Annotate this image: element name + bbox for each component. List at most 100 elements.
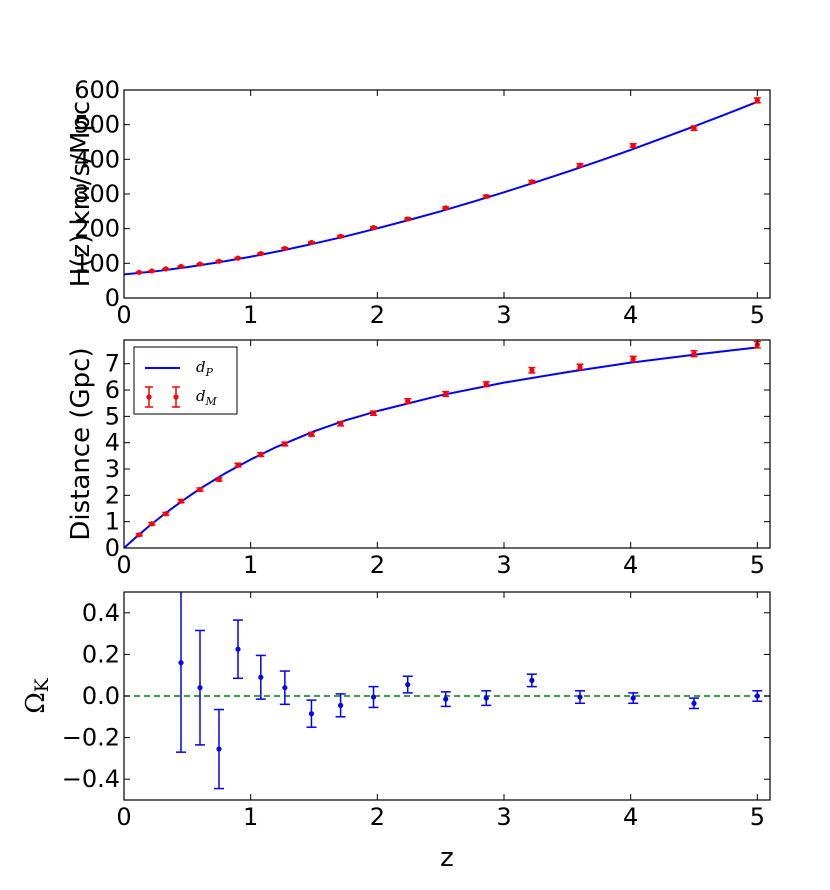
axes-frame bbox=[123, 89, 771, 299]
x-tick-label: 5 bbox=[750, 803, 765, 831]
legend-label-d-m-base: d bbox=[196, 387, 206, 405]
data-point bbox=[177, 498, 185, 504]
marker bbox=[178, 660, 184, 666]
data-point bbox=[440, 691, 451, 708]
marker bbox=[754, 97, 760, 103]
data-point bbox=[689, 697, 699, 710]
plot-area bbox=[124, 97, 761, 276]
marker bbox=[197, 486, 203, 493]
y-tick-label: 6 bbox=[105, 376, 120, 404]
y-tick-label: 300 bbox=[74, 180, 120, 208]
marker bbox=[370, 410, 377, 416]
data-point bbox=[255, 654, 266, 700]
y-tick-label: 0.0 bbox=[82, 682, 120, 710]
data-point bbox=[257, 451, 265, 458]
y-axis-label-subscript: K bbox=[32, 677, 53, 692]
marker bbox=[691, 125, 697, 131]
marker bbox=[258, 251, 264, 257]
data-point bbox=[370, 225, 378, 231]
marker bbox=[405, 398, 411, 404]
x-tick-label: 4 bbox=[623, 551, 638, 579]
marker bbox=[163, 266, 169, 272]
data-point bbox=[148, 521, 156, 527]
d-p-line bbox=[124, 346, 758, 548]
y-tick-label: 0 bbox=[105, 284, 120, 312]
y-tick-label: 1 bbox=[105, 508, 120, 536]
legend-box bbox=[133, 346, 238, 415]
data-point bbox=[307, 431, 315, 437]
axes-frame bbox=[123, 339, 771, 549]
data-point bbox=[148, 268, 156, 274]
x-tick-label: 3 bbox=[496, 551, 511, 579]
marker bbox=[235, 255, 241, 261]
data-point bbox=[442, 205, 450, 211]
marker bbox=[405, 216, 411, 222]
marker bbox=[338, 421, 344, 427]
y-tick-label: 100 bbox=[74, 249, 120, 277]
data-point bbox=[162, 511, 170, 517]
marker bbox=[235, 646, 241, 652]
marker bbox=[577, 694, 583, 700]
data-point bbox=[176, 592, 186, 753]
y-tick-label: 0 bbox=[105, 534, 120, 562]
marker bbox=[216, 476, 222, 483]
marker bbox=[235, 462, 241, 468]
y-tick-label: 5 bbox=[105, 402, 120, 430]
y-axis-label: Distance (Gpc) bbox=[66, 347, 96, 540]
marker bbox=[282, 441, 288, 447]
marker bbox=[216, 746, 222, 752]
y-tick-label: 2 bbox=[105, 481, 120, 509]
legend-label-d-m: dM bbox=[196, 387, 218, 408]
marker bbox=[149, 521, 155, 527]
marker bbox=[691, 700, 697, 706]
marker bbox=[338, 702, 344, 708]
x-tick-label: 5 bbox=[750, 301, 765, 329]
legend-label-d-p-subscript: P bbox=[205, 366, 214, 379]
data-point bbox=[528, 366, 536, 374]
data-point bbox=[257, 251, 265, 257]
marker bbox=[443, 391, 449, 397]
data-point bbox=[233, 619, 243, 680]
legend-label-d-p-base: d bbox=[196, 358, 206, 376]
data-point bbox=[368, 685, 379, 709]
marker bbox=[483, 193, 489, 200]
plot-area bbox=[124, 340, 761, 548]
marker bbox=[370, 694, 377, 700]
marker bbox=[529, 367, 535, 373]
data-point bbox=[306, 699, 317, 728]
legend-label-d-m-subscript: M bbox=[205, 395, 218, 408]
marker bbox=[258, 674, 264, 680]
legend-swatch-errorbar bbox=[145, 386, 180, 408]
data-point bbox=[234, 462, 242, 468]
data-point bbox=[234, 255, 242, 261]
data-point bbox=[628, 692, 639, 705]
x-tick-label: 1 bbox=[243, 803, 258, 831]
marker bbox=[630, 142, 636, 149]
data-point bbox=[690, 125, 698, 131]
data-point bbox=[575, 690, 585, 705]
marker bbox=[405, 681, 411, 688]
data-point bbox=[526, 673, 537, 688]
data-point bbox=[214, 708, 224, 790]
plot-area bbox=[124, 592, 770, 790]
y-axis-label: ΩK bbox=[21, 677, 53, 714]
marker bbox=[529, 179, 535, 185]
marker bbox=[197, 685, 203, 691]
data-point bbox=[629, 142, 637, 149]
marker bbox=[216, 258, 222, 264]
marker bbox=[483, 381, 489, 387]
marker bbox=[443, 205, 449, 211]
marker bbox=[258, 451, 264, 458]
y-axis-label-base: Ω bbox=[21, 692, 51, 714]
marker bbox=[136, 532, 142, 538]
y-tick-label: −0.4 bbox=[62, 765, 120, 793]
x-tick-label: 2 bbox=[370, 301, 385, 329]
data-point bbox=[404, 216, 412, 222]
marker bbox=[443, 696, 449, 702]
y-tick-label: −0.2 bbox=[62, 724, 120, 752]
y-tick-label: 500 bbox=[74, 111, 120, 139]
